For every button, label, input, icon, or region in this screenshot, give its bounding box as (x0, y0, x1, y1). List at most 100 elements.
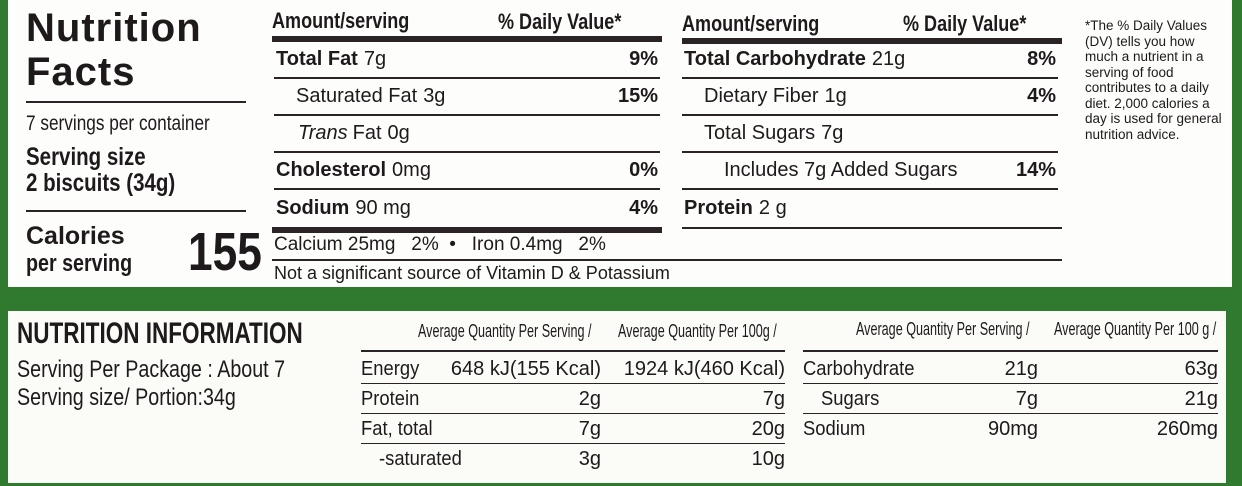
info-per-100g: 260mg (1156, 418, 1218, 440)
divider (682, 227, 1062, 229)
nutrient-name-suffix: Fat (352, 122, 382, 144)
fact-row-2-name: Total Sugars 7g (704, 121, 843, 145)
nutrient-name: Total Sugars (704, 122, 816, 144)
fact-row-1-name: Saturated Fat 3g (296, 84, 445, 108)
nutrient-dv: 0% (629, 159, 658, 181)
row-divider (682, 151, 1058, 153)
fact-row-4-name: Sodium 90 mg (276, 196, 411, 220)
calories-label-1: Calories (26, 222, 125, 250)
nutrient-dv: 9% (629, 48, 658, 70)
row-divider (803, 413, 1218, 414)
fact-row-3-name: Includes 7g Added Sugars (724, 158, 958, 182)
info-name: Fat, total (361, 418, 433, 440)
info-per-100g: 63g (1184, 358, 1218, 380)
divider (272, 36, 662, 42)
facts-title-2: Facts (26, 50, 136, 94)
row-divider (274, 114, 660, 116)
serving-portion: Serving size/ Portion:34g (17, 384, 236, 411)
nutrient-amount: 3g (423, 85, 446, 107)
serving-size-label: Serving size (26, 143, 146, 171)
fact-row-0-name: Total Carbohydrate 21g (684, 47, 905, 71)
info-per-serving: 2g (578, 388, 601, 410)
header-amount-2: Amount/serving (682, 11, 820, 36)
info-name: -saturated (379, 448, 462, 470)
divider (272, 259, 1062, 261)
fact-row-2-name: Trans Fat 0g (298, 121, 410, 145)
fact-row-0-name: Total Fat 7g (276, 47, 386, 71)
header-divider (803, 350, 1218, 352)
info-per-serving: 7g (1015, 388, 1038, 410)
info-name: Sugars (821, 388, 880, 410)
row-divider (682, 188, 1058, 190)
info-per-serving: 648 kJ(155 Kcal) (450, 358, 601, 380)
divider (26, 101, 246, 103)
row-divider (274, 151, 660, 153)
info-per-serving: 90mg (987, 418, 1038, 440)
info-per-serving: 3g (578, 448, 601, 470)
nutrient-dv: 4% (629, 197, 658, 219)
header-divider (361, 350, 785, 352)
nutrient-name: Saturated Fat (296, 85, 418, 107)
minerals: Calcium 25mg 2% • Iron 0.4mg 2% (274, 234, 606, 255)
header-dv: % Daily Value* (498, 9, 622, 34)
header-dv-2: % Daily Value* (903, 11, 1027, 36)
info-name: Energy (361, 358, 420, 380)
serving-per-package: Serving Per Package : About 7 (17, 356, 286, 383)
info-name: Carbohydrate (803, 358, 915, 380)
row-divider (274, 77, 660, 79)
info-title: NUTRITION INFORMATION (17, 317, 303, 350)
nutrition-facts-panel: Nutrition Facts 7 servings per container… (8, 0, 1232, 287)
nutrient-dv: 8% (1027, 48, 1056, 70)
nutrient-name: Total Carbohydrate (684, 48, 866, 70)
nutrient-name: Protein (684, 197, 753, 219)
info-per-100g: 10g (751, 448, 785, 470)
info-per-100g: 21g (1184, 388, 1218, 410)
nutrient-name: Sodium (276, 197, 350, 219)
row-divider (361, 413, 785, 414)
nutrient-name: Trans (298, 122, 348, 144)
nutrient-name: Includes 7g Added Sugars (724, 159, 958, 181)
nutrient-name: Cholesterol (276, 159, 387, 181)
nutrient-amount: 0mg (392, 159, 431, 181)
divider (26, 210, 246, 212)
nutrient-name: Total Fat (276, 48, 358, 70)
nutrient-amount: 90 mg (355, 197, 411, 219)
nutrient-amount: 0g (387, 122, 410, 144)
info-name: Protein (361, 388, 420, 410)
nutrient-dv: 4% (1027, 85, 1056, 107)
fact-row-1-name: Dietary Fiber 1g (704, 84, 847, 108)
row-divider (361, 383, 785, 384)
nutrient-amount: 21g (871, 48, 906, 70)
info-per-serving: 21g (1004, 358, 1038, 380)
nutrient-dv: 15% (617, 85, 658, 107)
row-divider (682, 77, 1058, 79)
header-amount: Amount/serving (272, 8, 410, 33)
calories-value: 155 (188, 222, 262, 282)
not-significant-note: Not a significant source of Vitamin D & … (274, 263, 670, 283)
nutrient-dv: 14% (1015, 159, 1056, 181)
nutrient-amount: 1g (824, 85, 847, 107)
serving-size-value: 2 biscuits (34g) (26, 169, 176, 197)
nutrient-amount: 7g (821, 122, 844, 144)
fact-row-4-name: Protein 2 g (684, 196, 787, 220)
col-per-serving-right: Average Quantity Per Serving / (856, 319, 1030, 339)
divider (682, 38, 1062, 44)
servings-per-container: 7 servings per container (26, 112, 210, 135)
nutrient-amount: 7g (363, 48, 387, 70)
fact-row-3-name: Cholesterol 0mg (276, 158, 431, 182)
row-divider (682, 114, 1058, 116)
info-per-100g: 1924 kJ(460 Kcal) (623, 358, 785, 380)
info-name: Sodium (803, 418, 866, 440)
divider (272, 227, 662, 233)
row-divider (803, 383, 1218, 384)
info-per-100g: 20g (751, 418, 785, 440)
nutrient-name: Dietary Fiber (704, 85, 819, 107)
col-per-100g: Average Quantity Per 100g / (618, 321, 777, 341)
calories-label-2: per serving (26, 250, 133, 277)
info-per-serving: 7g (578, 418, 601, 440)
col-per-100g-right: Average Quantity Per 100 g / (1054, 319, 1217, 339)
nutrition-information-panel: NUTRITION INFORMATION Serving Per Packag… (8, 311, 1226, 483)
dv-footnote: *The % Daily Values (DV) tells you how m… (1085, 18, 1222, 142)
row-divider (361, 443, 785, 444)
row-divider (274, 188, 660, 190)
